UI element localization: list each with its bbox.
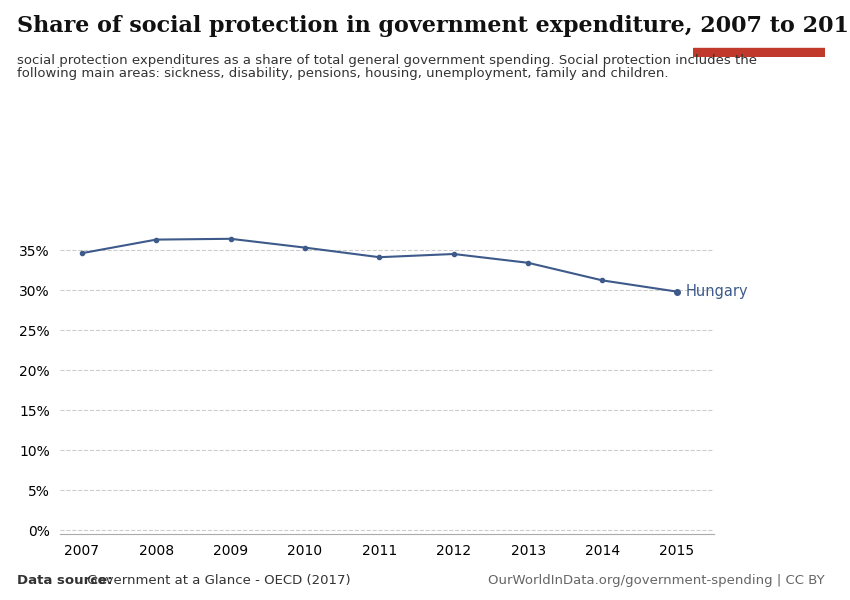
Text: Government at a Glance - OECD (2017): Government at a Glance - OECD (2017): [83, 574, 351, 587]
Text: Hungary: Hungary: [686, 284, 748, 299]
Text: Share of social protection in government expenditure, 2007 to 2015: Share of social protection in government…: [17, 15, 850, 37]
Text: in Data: in Data: [734, 28, 783, 41]
Text: Data source:: Data source:: [17, 574, 112, 587]
Text: OurWorldInData.org/government-spending | CC BY: OurWorldInData.org/government-spending |…: [488, 574, 824, 587]
Bar: [693, 49, 824, 57]
Text: Our World: Our World: [725, 16, 792, 29]
Text: following main areas: sickness, disability, pensions, housing, unemployment, fam: following main areas: sickness, disabili…: [17, 67, 668, 80]
Text: social protection expenditures as a share of total general government spending. : social protection expenditures as a shar…: [17, 54, 757, 67]
